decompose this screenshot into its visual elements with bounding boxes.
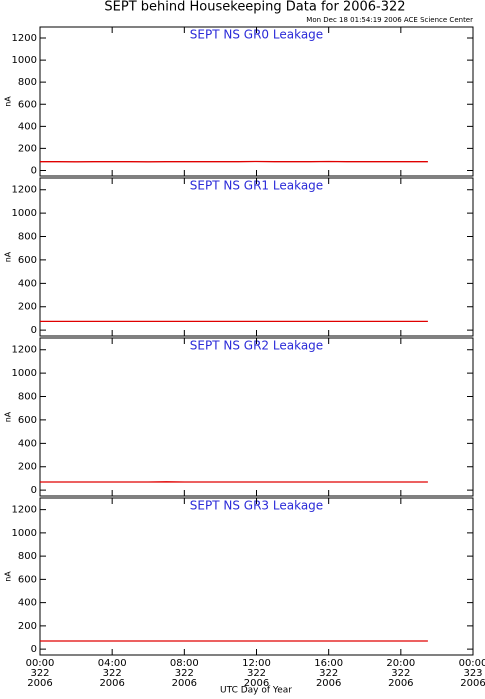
y-tick-label: 800 bbox=[18, 551, 37, 562]
y-tick-label: 600 bbox=[18, 574, 37, 585]
y-tick-label: 1000 bbox=[12, 528, 37, 539]
x-tick-label: 00:00 bbox=[26, 658, 55, 669]
x-tick-label: 12:00 bbox=[242, 658, 271, 669]
x-tick-label: 08:00 bbox=[170, 658, 199, 669]
x-axis-label: UTC Day of Year bbox=[220, 686, 292, 696]
y-tick-label: 0 bbox=[31, 165, 37, 176]
panel-title: SEPT NS GR0 Leakage bbox=[190, 28, 323, 42]
chart-subtitle: Mon Dec 18 01:54:19 2006 ACE Science Cen… bbox=[306, 16, 473, 24]
y-axis-label: nA bbox=[4, 411, 13, 422]
x-tick-label: 322 bbox=[319, 668, 338, 679]
panel-title: SEPT NS GR2 Leakage bbox=[190, 339, 323, 353]
panel-title: SEPT NS GR1 Leakage bbox=[190, 179, 323, 193]
panel-frame bbox=[39, 177, 474, 337]
y-tick-label: 600 bbox=[18, 415, 37, 426]
y-tick-label: 800 bbox=[18, 392, 37, 403]
panel-frame bbox=[39, 337, 474, 497]
x-tick-label: 2006 bbox=[388, 678, 413, 689]
y-tick-label: 400 bbox=[18, 278, 37, 289]
x-tick-label: 00:00 bbox=[459, 658, 485, 669]
y-tick-label: 600 bbox=[18, 255, 37, 266]
y-tick-label: 800 bbox=[18, 77, 37, 88]
x-tick-label: 322 bbox=[175, 668, 194, 679]
x-tick-label: 2006 bbox=[316, 678, 341, 689]
panel-frame bbox=[39, 26, 474, 177]
y-tick-label: 800 bbox=[18, 232, 37, 243]
y-tick-label: 1200 bbox=[12, 505, 37, 516]
x-tick-label: 2006 bbox=[27, 678, 52, 689]
panel-title: SEPT NS GR3 Leakage bbox=[190, 499, 323, 513]
y-tick-label: 200 bbox=[18, 462, 37, 473]
y-axis-label: nA bbox=[4, 96, 13, 107]
y-tick-label: 200 bbox=[18, 143, 37, 154]
x-tick-label: 322 bbox=[30, 668, 49, 679]
x-tick-label: 322 bbox=[103, 668, 122, 679]
y-tick-label: 1000 bbox=[12, 368, 37, 379]
panel-frame bbox=[39, 497, 474, 656]
y-tick-label: 200 bbox=[18, 621, 37, 632]
x-tick-label: 2006 bbox=[244, 678, 269, 689]
x-tick-label: 2006 bbox=[172, 678, 197, 689]
y-tick-label: 0 bbox=[31, 644, 37, 655]
y-axis-label: nA bbox=[4, 571, 13, 582]
y-tick-label: 600 bbox=[18, 99, 37, 110]
x-tick-label: 16:00 bbox=[314, 658, 343, 669]
x-tick-label: 323 bbox=[463, 668, 482, 679]
x-tick-label: 2006 bbox=[99, 678, 124, 689]
x-tick-label: 2006 bbox=[460, 678, 485, 689]
x-tick-label: 322 bbox=[247, 668, 266, 679]
y-tick-label: 1000 bbox=[12, 55, 37, 66]
y-tick-label: 0 bbox=[31, 325, 37, 336]
y-tick-label: 1000 bbox=[12, 208, 37, 219]
y-tick-label: 1200 bbox=[12, 185, 37, 196]
y-tick-label: 0 bbox=[31, 485, 37, 496]
x-tick-label: 04:00 bbox=[98, 658, 127, 669]
chart-title: SEPT behind Housekeeping Data for 2006-3… bbox=[104, 0, 405, 15]
x-tick-label: 20:00 bbox=[386, 658, 415, 669]
y-tick-label: 400 bbox=[18, 121, 37, 132]
y-tick-label: 400 bbox=[18, 598, 37, 609]
y-axis-label: nA bbox=[4, 251, 13, 262]
y-tick-label: 200 bbox=[18, 302, 37, 313]
y-tick-label: 400 bbox=[18, 438, 37, 449]
y-tick-label: 1200 bbox=[12, 345, 37, 356]
y-tick-label: 1200 bbox=[12, 33, 37, 44]
x-tick-label: 322 bbox=[391, 668, 410, 679]
